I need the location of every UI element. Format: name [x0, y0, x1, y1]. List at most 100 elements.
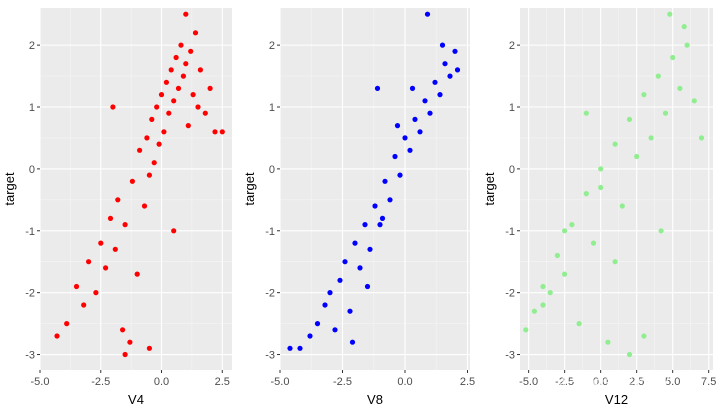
data-point — [129, 178, 135, 184]
data-point — [409, 85, 416, 91]
data-point — [531, 308, 538, 314]
data-point — [377, 222, 383, 228]
data-point — [107, 215, 114, 221]
data-point — [667, 11, 673, 17]
data-point — [583, 191, 589, 197]
x-tick-label: 5.0 — [665, 376, 680, 388]
data-point — [188, 48, 194, 54]
panel-background — [40, 8, 232, 370]
y-tick-label: 1 — [509, 102, 515, 114]
data-point — [122, 351, 128, 358]
data-point — [103, 265, 109, 271]
x-tick-label: 7.5 — [701, 376, 716, 388]
scatter-panel-v4: -3 -2 -1 0 1 2 -5.0 -2.5 0.0 2.5 V4 target — [2, 8, 232, 407]
data-point — [422, 98, 428, 104]
data-point — [156, 141, 162, 147]
x-axis-title: V12 — [605, 392, 628, 407]
data-point — [158, 92, 165, 98]
data-point — [447, 73, 453, 79]
data-point — [195, 104, 201, 110]
y-tick-label: 0 — [509, 164, 515, 176]
data-point — [73, 283, 80, 290]
data-point — [332, 327, 338, 333]
data-point — [648, 135, 654, 141]
x-tick-label: 0.0 — [593, 376, 608, 388]
data-point — [110, 104, 116, 110]
data-point — [562, 228, 568, 234]
data-point — [382, 178, 388, 184]
y-tick-label: -2 — [25, 288, 35, 300]
data-point — [612, 259, 618, 265]
data-point — [634, 153, 640, 160]
data-point — [190, 92, 196, 98]
data-point — [352, 240, 358, 246]
data-point — [641, 92, 647, 98]
data-point — [134, 271, 140, 277]
data-point — [605, 339, 611, 345]
data-point — [137, 147, 143, 153]
y-tick-label: -3 — [505, 350, 515, 362]
data-point — [576, 321, 582, 327]
data-point — [424, 11, 431, 17]
data-point — [547, 290, 553, 296]
data-point — [569, 222, 575, 228]
data-point — [183, 61, 189, 67]
x-axis-title: V4 — [128, 392, 144, 407]
y-tick-label: 0 — [29, 164, 35, 176]
data-point — [212, 129, 218, 135]
data-point — [115, 197, 121, 203]
y-tick-label: 1 — [269, 102, 275, 114]
x-tick-label: -2.5 — [333, 376, 352, 388]
y-tick-label: 2 — [269, 40, 275, 52]
panel-background — [280, 8, 470, 370]
y-tick-label: -1 — [505, 226, 515, 238]
scatter-panel-v8: -3 -2 -1 0 1 2 -5.0 -2.5 0.0 2.5 V8 target — [242, 8, 475, 407]
data-point — [662, 110, 669, 116]
data-point — [173, 54, 179, 61]
scatter-panel-v12: -3 -2 -1 0 1 2 -5.0 -2.5 0.0 2.5 5.0 7.5 V12 target — [482, 8, 716, 407]
data-point — [454, 67, 461, 73]
data-point — [619, 203, 625, 209]
data-point — [178, 42, 184, 48]
data-point — [120, 327, 126, 333]
data-point — [626, 351, 633, 358]
data-point — [374, 85, 381, 91]
panel-background — [520, 8, 713, 370]
data-point — [367, 246, 373, 252]
data-point — [146, 172, 152, 178]
data-point — [127, 339, 133, 345]
data-point — [202, 110, 208, 116]
y-tick-label: 2 — [29, 40, 35, 52]
data-point — [427, 110, 433, 116]
data-point — [407, 147, 413, 153]
y-axis-title: target — [2, 172, 17, 206]
data-point — [54, 333, 60, 339]
data-point — [322, 302, 328, 308]
x-tick-label: -2.5 — [91, 376, 110, 388]
data-point — [349, 339, 356, 345]
data-point — [154, 104, 160, 110]
y-tick-label: -1 — [25, 226, 35, 238]
data-point — [412, 116, 418, 122]
data-point — [141, 203, 148, 209]
data-point — [219, 129, 225, 135]
x-tick-label: -5.0 — [519, 376, 538, 388]
data-point — [670, 54, 676, 61]
data-point — [432, 79, 438, 85]
data-point — [540, 283, 546, 290]
data-point — [166, 110, 172, 116]
data-point — [387, 197, 393, 203]
data-point — [691, 98, 697, 104]
data-point — [86, 259, 92, 265]
data-point — [171, 228, 177, 234]
data-point — [93, 290, 99, 296]
data-point — [342, 259, 348, 265]
data-point — [540, 302, 546, 308]
data-point — [590, 240, 597, 246]
y-axis-title: target — [242, 172, 257, 206]
data-point — [144, 135, 150, 141]
data-point — [197, 67, 203, 73]
data-point — [598, 184, 604, 191]
y-tick-label: 2 — [509, 40, 515, 52]
